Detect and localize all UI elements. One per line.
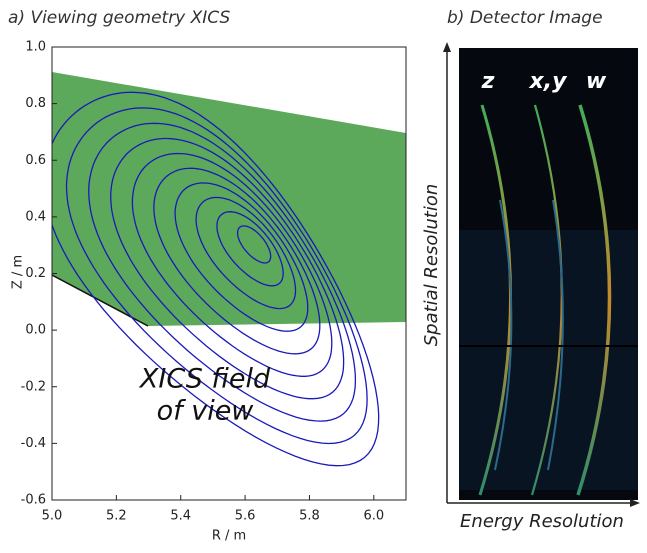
y-axis-label: Spatial Resolution <box>421 184 442 347</box>
x-tick-label: 5.4 <box>170 509 191 524</box>
y-arrowhead <box>443 42 451 52</box>
x-tick-label: 5.8 <box>299 509 320 524</box>
y-tick-label: 0.6 <box>25 153 46 168</box>
y-tick-label: -0.4 <box>21 436 46 451</box>
annotation: of view <box>157 396 255 427</box>
y-tick-label: -0.6 <box>21 493 46 508</box>
line-label: w <box>586 69 607 94</box>
annotation: XICS field <box>138 364 271 395</box>
y-axis-label: Z / m <box>11 255 26 289</box>
x-tick-label: 5.2 <box>106 509 127 524</box>
field-of-view <box>52 72 406 326</box>
image-noise <box>459 230 638 490</box>
y-tick-label: 0.8 <box>25 96 46 111</box>
line-label: x,y <box>529 69 569 94</box>
line-label: z <box>481 69 495 94</box>
panel-b-title: b) Detector Image <box>447 8 603 28</box>
figure: a) Viewing geometry XICS 5.0 5.2 5.4 5.6 5.8… <box>0 0 647 553</box>
y-tick-label: 0.2 <box>25 266 46 281</box>
y-tick-label: 1.0 <box>25 40 46 55</box>
y-tick-label: -0.2 <box>21 379 46 394</box>
panel-a-title: a) Viewing geometry XICS <box>8 8 230 28</box>
x-tick-label: 6.0 <box>363 509 384 524</box>
y-tick-label: 0.0 <box>25 323 46 338</box>
x-tick-label: 5.0 <box>42 509 63 524</box>
y-tick-label: 0.4 <box>25 209 46 224</box>
x-axis-label: Energy Resolution <box>460 511 624 532</box>
x-arrowhead <box>630 499 640 507</box>
x-axis-label: R / m <box>212 529 246 544</box>
x-tick-label: 5.6 <box>235 509 256 524</box>
